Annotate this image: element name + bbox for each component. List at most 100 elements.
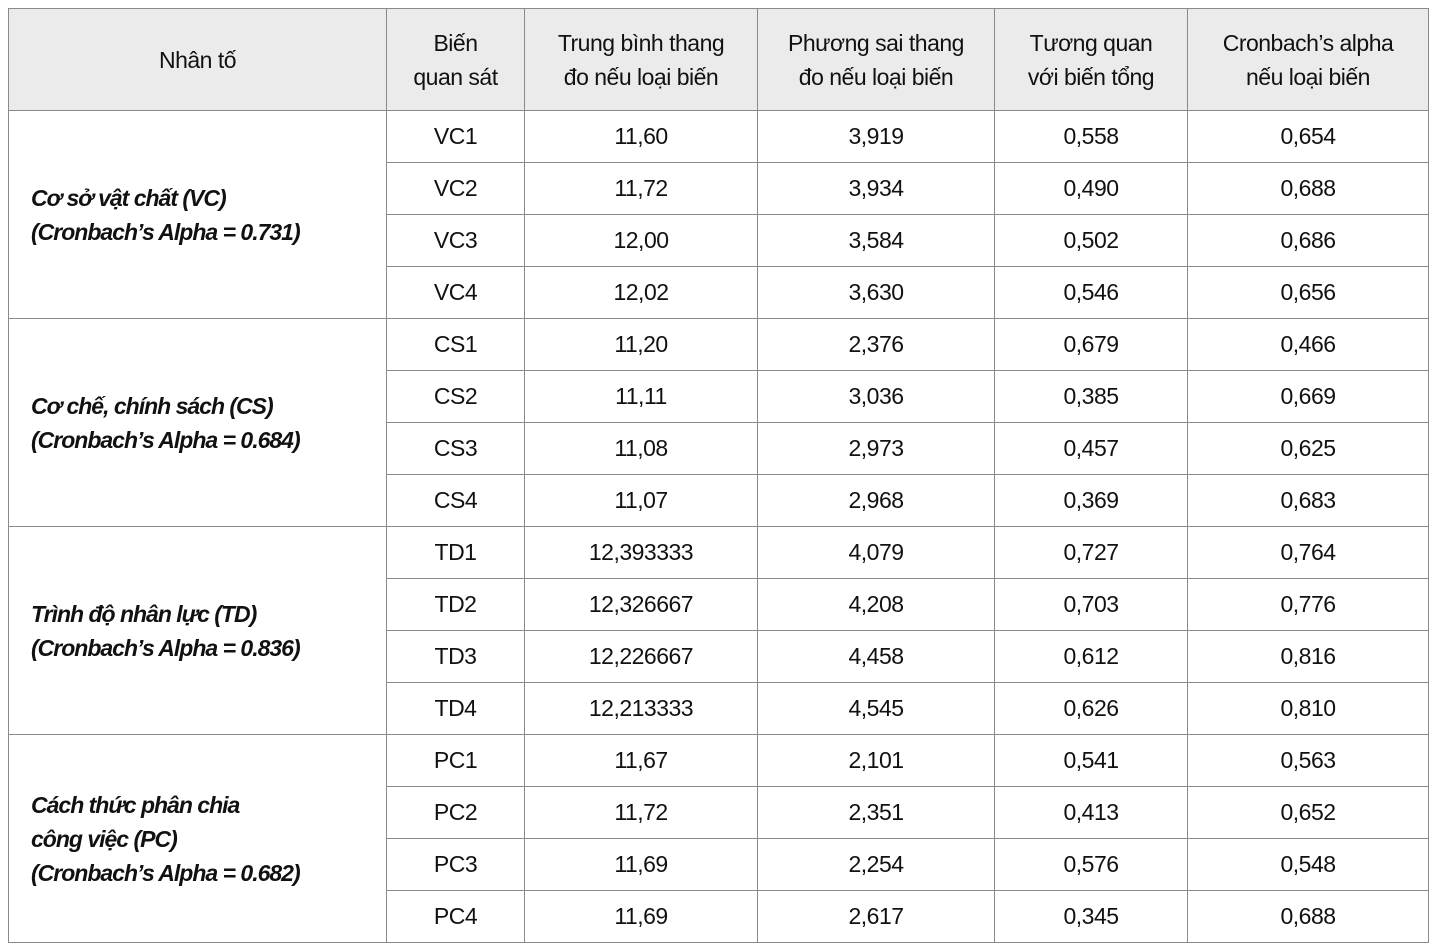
table-header: Nhân tố Biến quan sát Trung bình thang đo nế… [8, 8, 1429, 111]
cell-text-line: Cách thức phân chia [31, 791, 240, 818]
reliability-table: Nhân tố Biến quan sát Trung bình thang đo nế… [8, 8, 1429, 943]
value-cell: 4,458 [757, 630, 995, 683]
table-row: PC4 11,69 2,617 0,345 0,688 [9, 890, 1429, 943]
variable-cell: TD4 [386, 682, 525, 735]
table-row: Cách thức phân chia công việc (PC) (Cronba… [8, 734, 1429, 943]
value-cell: 0,776 [1187, 578, 1429, 631]
cell-text-line: công việc (PC) [31, 825, 178, 852]
value-cell: 4,079 [757, 526, 995, 579]
value-cell: 11,08 [524, 422, 758, 475]
value-cell: 0,546 [994, 266, 1188, 319]
cell-text-line: Phương sai thang [788, 29, 964, 56]
cell-text-line: Nhân tố [158, 46, 237, 73]
value-cell: 2,351 [757, 786, 995, 839]
value-cell: 0,652 [1187, 786, 1429, 839]
value-cell: 12,00 [524, 214, 758, 267]
variable-cell: TD2 [386, 578, 525, 631]
table-body: Cơ sở vật chất (VC) (Cronbach’s Alpha = 0… [8, 110, 1429, 943]
cell-text-line: nếu loại biến [1246, 63, 1370, 90]
value-cell: 11,60 [524, 110, 758, 163]
table-row: TD4 12,213333 4,545 0,626 0,810 [9, 682, 1429, 735]
value-cell: 0,502 [994, 214, 1188, 267]
value-cell: 0,576 [994, 838, 1188, 891]
value-cell: 11,72 [524, 162, 758, 215]
variable-cell: VC4 [386, 266, 525, 319]
value-cell: 0,490 [994, 162, 1188, 215]
variable-cell: CS1 [386, 318, 525, 371]
value-cell: 0,563 [1187, 734, 1429, 787]
cell-text-line: Biến [433, 29, 478, 56]
value-cell: 0,541 [994, 734, 1188, 787]
cell-text-line: Cơ chế, chính sách (CS) [31, 392, 274, 419]
table-row: TD2 12,326667 4,208 0,703 0,776 [9, 578, 1429, 631]
value-cell: 0,466 [1187, 318, 1429, 371]
cell-text-line: (Cronbach’s Alpha = 0.731) [31, 218, 301, 245]
value-cell: 0,413 [994, 786, 1188, 839]
table-row: Trình độ nhân lực (TD) (Cronbach’s Alpha … [8, 526, 1429, 735]
factor-cell: Cơ sở vật chất (VC) (Cronbach’s Alpha = 0… [8, 110, 387, 319]
variable-cell: VC1 [386, 110, 525, 163]
header-row: Nhân tố Biến quan sát Trung bình thang đo nế… [8, 8, 1429, 111]
variable-cell: TD3 [386, 630, 525, 683]
factor-cell: Cách thức phân chia công việc (PC) (Cronba… [8, 734, 387, 943]
value-cell: 0,727 [994, 526, 1188, 579]
value-cell: 0,457 [994, 422, 1188, 475]
value-cell: 2,101 [757, 734, 995, 787]
variable-cell: VC3 [386, 214, 525, 267]
value-cell: 0,686 [1187, 214, 1429, 267]
value-cell: 12,393333 [524, 526, 758, 579]
value-cell: 11,20 [524, 318, 758, 371]
cell-text-line: Cơ sở vật chất (VC) [31, 184, 227, 211]
value-cell: 0,679 [994, 318, 1188, 371]
value-cell: 11,69 [524, 890, 758, 943]
value-cell: 12,226667 [524, 630, 758, 683]
value-cell: 12,326667 [524, 578, 758, 631]
table-row: CS3 11,08 2,973 0,457 0,625 [9, 422, 1429, 475]
value-cell: 0,654 [1187, 110, 1429, 163]
value-cell: 11,72 [524, 786, 758, 839]
table-row: Cơ sở vật chất (VC) (Cronbach’s Alpha = 0… [8, 110, 1429, 319]
cell-text-line: (Cronbach’s Alpha = 0.682) [31, 859, 301, 886]
value-cell: 12,02 [524, 266, 758, 319]
variable-cell: VC2 [386, 162, 525, 215]
cell-text-line: quan sát [413, 63, 498, 90]
variable-cell: TD1 [386, 526, 525, 579]
value-cell: 3,630 [757, 266, 995, 319]
value-cell: 12,213333 [524, 682, 758, 735]
value-cell: 0,703 [994, 578, 1188, 631]
table-row: TD3 12,226667 4,458 0,612 0,816 [9, 630, 1429, 683]
value-cell: 0,345 [994, 890, 1188, 943]
value-cell: 2,617 [757, 890, 995, 943]
value-cell: 0,612 [994, 630, 1188, 683]
factor-cell: Trình độ nhân lực (TD) (Cronbach’s Alpha … [8, 526, 387, 735]
value-cell: 11,67 [524, 734, 758, 787]
variable-cell: PC1 [386, 734, 525, 787]
value-cell: 11,69 [524, 838, 758, 891]
cell-text-line: đo nếu loại biến [563, 63, 719, 90]
value-cell: 0,764 [1187, 526, 1429, 579]
variable-cell: PC4 [386, 890, 525, 943]
header-cell: Tương quan với biến tổng [994, 8, 1188, 111]
value-cell: 0,369 [994, 474, 1188, 527]
value-cell: 0,625 [1187, 422, 1429, 475]
table-row: VC3 12,00 3,584 0,502 0,686 [9, 214, 1429, 267]
table-row: PC3 11,69 2,254 0,576 0,548 [9, 838, 1429, 891]
cell-text-line: Cronbach’s alpha [1222, 29, 1394, 56]
header-cell: Nhân tố [8, 8, 387, 111]
value-cell: 3,934 [757, 162, 995, 215]
cell-text-line: Trung bình thang [557, 29, 725, 56]
value-cell: 2,968 [757, 474, 995, 527]
value-cell: 0,656 [1187, 266, 1429, 319]
value-cell: 3,036 [757, 370, 995, 423]
value-cell: 0,558 [994, 110, 1188, 163]
value-cell: 0,548 [1187, 838, 1429, 891]
value-cell: 11,11 [524, 370, 758, 423]
header-cell: Phương sai thang đo nếu loại biến [757, 8, 995, 111]
header-cell: Biến quan sát [386, 8, 525, 111]
cell-text-line: với biến tổng [1027, 63, 1155, 90]
value-cell: 11,07 [524, 474, 758, 527]
cell-text-line: Trình độ nhân lực (TD) [31, 600, 257, 627]
variable-cell: CS4 [386, 474, 525, 527]
cell-text-line: đo nếu loại biến [798, 63, 954, 90]
variable-cell: PC3 [386, 838, 525, 891]
